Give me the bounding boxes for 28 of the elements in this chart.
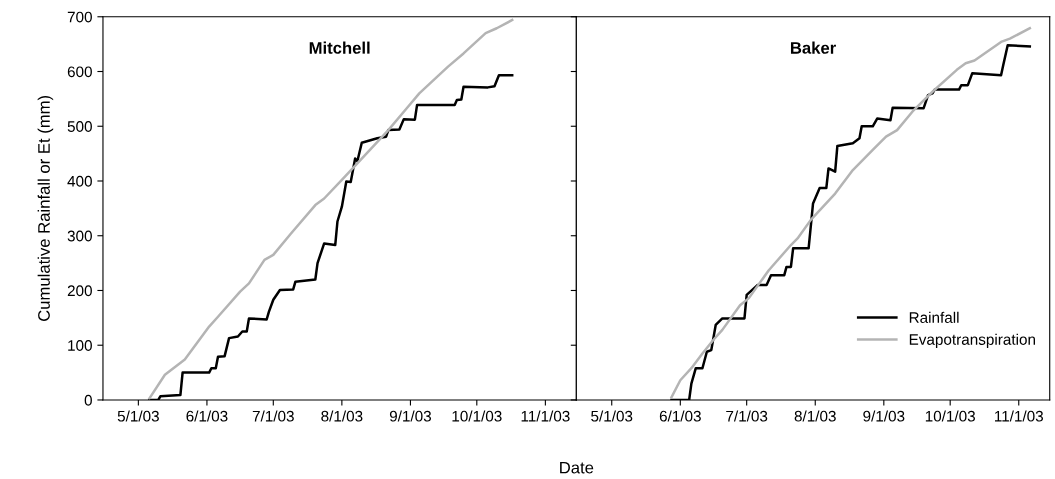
y-tick-label: 600 xyxy=(67,66,92,78)
legend-label: Rainfall xyxy=(909,311,959,323)
y-tick-label: 400 xyxy=(67,175,92,187)
y-tick-label: 700 xyxy=(67,11,92,23)
y-tick-label: 100 xyxy=(68,340,92,351)
y-axis-title: Cumulative Rainfall or Et (mm) xyxy=(37,95,54,321)
x-tick-label: 8/1/03 xyxy=(794,410,836,422)
x-tick-label: 5/1/03 xyxy=(117,410,159,422)
x-tick-label: 9/1/03 xyxy=(389,410,432,422)
text: Mitchell xyxy=(309,41,370,54)
y-tick-label: 300 xyxy=(67,230,92,242)
x-tick-label: 5/1/03 xyxy=(591,410,633,422)
x-axis-title: Date xyxy=(560,461,594,474)
x-tick-label: 8/1/03 xyxy=(321,410,363,422)
text: Baker xyxy=(790,41,836,54)
x-tick-label: 10/1/03 xyxy=(925,410,975,422)
y-tick-label: 200 xyxy=(67,285,92,297)
legend-label: Evapotranspiration xyxy=(909,333,1035,348)
x-tick-label: 6/1/03 xyxy=(659,410,701,422)
x-tick-label: 11/1/03 xyxy=(521,410,570,422)
y-tick-label: 0 xyxy=(84,394,92,406)
x-tick-label: 11/1/03 xyxy=(995,410,1044,422)
x-tick-label: 10/1/03 xyxy=(452,410,502,422)
x-tick-label: 7/1/03 xyxy=(726,410,768,422)
y-tick-label: 500 xyxy=(67,121,92,132)
x-tick-label: 6/1/03 xyxy=(186,410,228,422)
x-tick-label: 7/1/03 xyxy=(252,410,294,422)
x-tick-label: 9/1/03 xyxy=(863,410,905,422)
